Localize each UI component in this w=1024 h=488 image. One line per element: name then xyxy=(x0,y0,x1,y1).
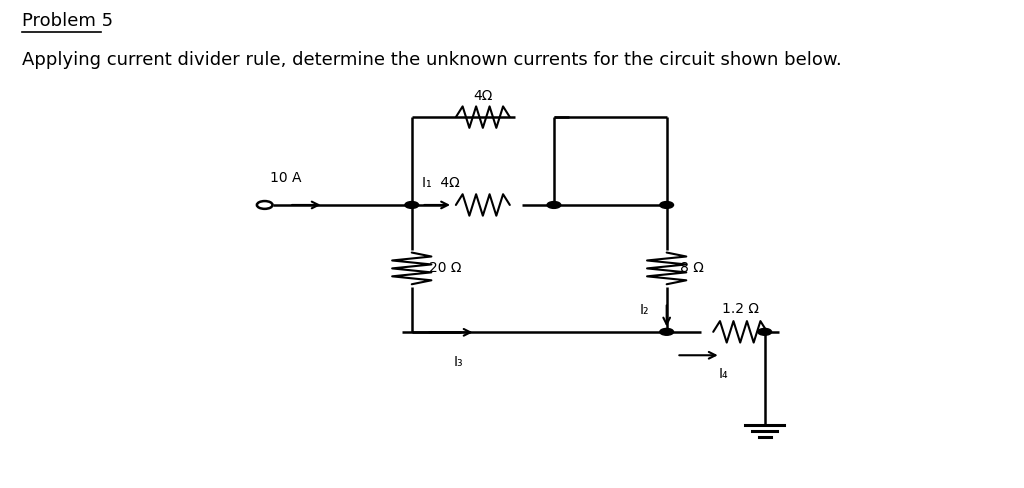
Circle shape xyxy=(404,202,419,208)
Text: I₃: I₃ xyxy=(454,355,464,369)
Text: 10 A: 10 A xyxy=(269,171,301,185)
Circle shape xyxy=(659,202,674,208)
Text: 1.2 Ω: 1.2 Ω xyxy=(722,302,759,316)
Text: I₁  4Ω: I₁ 4Ω xyxy=(422,176,460,190)
Text: 8 Ω: 8 Ω xyxy=(680,262,705,275)
Circle shape xyxy=(758,328,771,335)
Circle shape xyxy=(547,202,561,208)
Text: I₄: I₄ xyxy=(719,367,728,381)
Text: I₂: I₂ xyxy=(640,303,649,317)
Text: Problem 5: Problem 5 xyxy=(22,12,113,30)
Circle shape xyxy=(659,328,674,335)
Text: 20 Ω: 20 Ω xyxy=(429,262,462,275)
Text: 4Ω: 4Ω xyxy=(473,89,493,103)
Text: Applying current divider rule, determine the unknown currents for the circuit sh: Applying current divider rule, determine… xyxy=(22,51,842,69)
